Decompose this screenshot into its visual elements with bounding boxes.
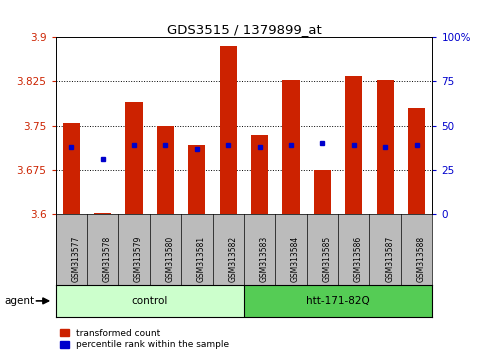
Bar xyxy=(244,285,432,317)
Bar xyxy=(220,46,237,214)
Text: GSM313587: GSM313587 xyxy=(385,236,394,282)
Bar xyxy=(314,170,331,214)
Text: GSM313588: GSM313588 xyxy=(416,236,426,282)
Text: htt-171-82Q: htt-171-82Q xyxy=(306,296,370,306)
Text: GSM313580: GSM313580 xyxy=(165,236,174,282)
Text: GSM313579: GSM313579 xyxy=(134,236,143,282)
Bar xyxy=(56,285,244,317)
Text: GSM313581: GSM313581 xyxy=(197,236,206,282)
Bar xyxy=(377,80,394,214)
Bar xyxy=(283,80,299,214)
Text: GSM313578: GSM313578 xyxy=(103,236,112,282)
Bar xyxy=(94,213,111,214)
Bar xyxy=(157,126,174,214)
Text: GSM313577: GSM313577 xyxy=(71,236,80,282)
Bar xyxy=(251,135,268,214)
Text: GSM313586: GSM313586 xyxy=(354,236,363,282)
Bar xyxy=(63,123,80,214)
Text: GSM313585: GSM313585 xyxy=(323,236,331,282)
Bar xyxy=(408,108,425,214)
Text: agent: agent xyxy=(5,296,35,306)
Title: GDS3515 / 1379899_at: GDS3515 / 1379899_at xyxy=(167,23,321,36)
Bar xyxy=(345,75,362,214)
Text: control: control xyxy=(131,296,168,306)
Text: GSM313582: GSM313582 xyxy=(228,236,237,282)
Bar xyxy=(126,102,142,214)
Legend: transformed count, percentile rank within the sample: transformed count, percentile rank withi… xyxy=(60,329,229,349)
Bar xyxy=(188,144,205,214)
Text: GSM313584: GSM313584 xyxy=(291,236,300,282)
Text: GSM313583: GSM313583 xyxy=(260,236,269,282)
